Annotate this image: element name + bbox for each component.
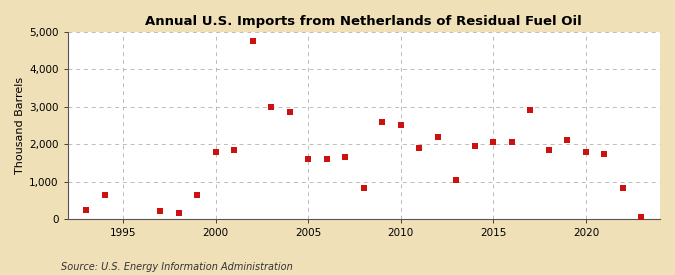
Point <box>599 151 610 156</box>
Y-axis label: Thousand Barrels: Thousand Barrels <box>15 77 25 174</box>
Point <box>284 110 295 115</box>
Point <box>173 211 184 216</box>
Point <box>321 157 332 161</box>
Point <box>99 192 110 197</box>
Title: Annual U.S. Imports from Netherlands of Residual Fuel Oil: Annual U.S. Imports from Netherlands of … <box>146 15 583 28</box>
Point <box>636 215 647 219</box>
Point <box>248 39 259 43</box>
Point <box>414 146 425 150</box>
Point <box>451 177 462 182</box>
Point <box>81 207 92 212</box>
Point <box>506 140 517 144</box>
Point <box>543 148 554 152</box>
Point <box>303 157 314 161</box>
Point <box>377 120 387 124</box>
Point <box>562 138 573 143</box>
Point <box>396 123 406 128</box>
Point <box>618 186 628 191</box>
Point <box>433 134 443 139</box>
Point <box>192 192 202 197</box>
Point <box>266 104 277 109</box>
Point <box>525 108 536 113</box>
Point <box>155 209 165 214</box>
Text: Source: U.S. Energy Information Administration: Source: U.S. Energy Information Administ… <box>61 262 292 271</box>
Point <box>470 144 481 148</box>
Point <box>340 155 351 160</box>
Point <box>229 148 240 152</box>
Point <box>580 149 591 154</box>
Point <box>358 186 369 191</box>
Point <box>211 149 221 154</box>
Point <box>488 140 499 144</box>
